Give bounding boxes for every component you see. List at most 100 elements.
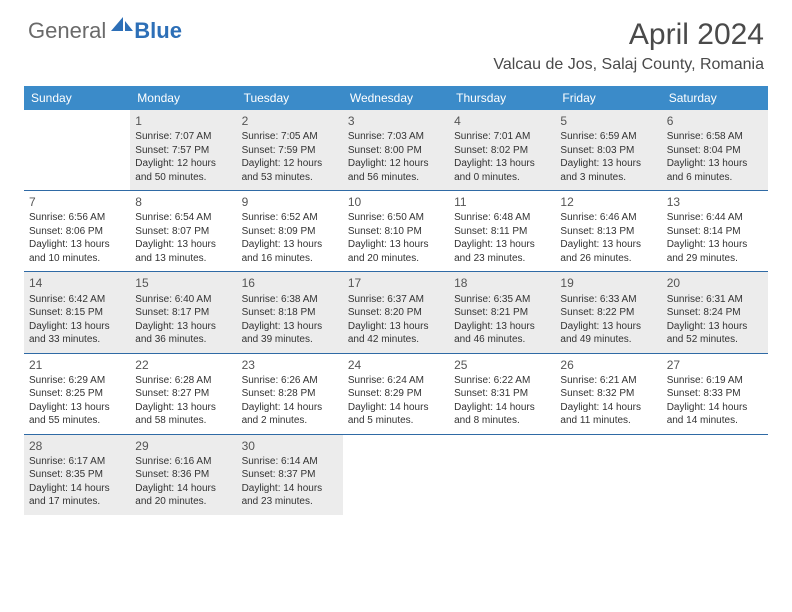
weekday-header: Saturday	[662, 86, 768, 110]
day-info-line: Daylight: 14 hours	[135, 482, 231, 496]
day-info-line: Daylight: 13 hours	[667, 238, 763, 252]
day-cell: 26Sunrise: 6:21 AMSunset: 8:32 PMDayligh…	[555, 354, 661, 434]
day-info-line: Sunrise: 6:46 AM	[560, 211, 656, 225]
title-block: April 2024 Valcau de Jos, Salaj County, …	[493, 18, 764, 74]
day-cell: 30Sunrise: 6:14 AMSunset: 8:37 PMDayligh…	[237, 435, 343, 515]
day-info-line: Sunrise: 7:05 AM	[242, 130, 338, 144]
day-number: 11	[454, 194, 550, 210]
day-number: 18	[454, 275, 550, 291]
day-info-line: and 55 minutes.	[29, 414, 125, 428]
day-info-line: and 50 minutes.	[135, 171, 231, 185]
day-info-line: Sunset: 8:20 PM	[348, 306, 444, 320]
day-info-line: and 17 minutes.	[29, 495, 125, 509]
day-info-line: and 58 minutes.	[135, 414, 231, 428]
day-info-line: and 5 minutes.	[348, 414, 444, 428]
day-cell: 13Sunrise: 6:44 AMSunset: 8:14 PMDayligh…	[662, 191, 768, 271]
day-info-line: Sunset: 8:27 PM	[135, 387, 231, 401]
day-info-line: Sunset: 8:11 PM	[454, 225, 550, 239]
day-number: 30	[242, 438, 338, 454]
day-info-line: Sunset: 8:31 PM	[454, 387, 550, 401]
day-info-line: Sunset: 8:35 PM	[29, 468, 125, 482]
day-info-line: and 11 minutes.	[560, 414, 656, 428]
day-info-line: and 16 minutes.	[242, 252, 338, 266]
day-info-line: and 56 minutes.	[348, 171, 444, 185]
day-cell	[449, 435, 555, 515]
day-info-line: Sunrise: 6:14 AM	[242, 455, 338, 469]
day-info-line: Daylight: 13 hours	[135, 401, 231, 415]
day-info-line: and 23 minutes.	[242, 495, 338, 509]
day-cell: 9Sunrise: 6:52 AMSunset: 8:09 PMDaylight…	[237, 191, 343, 271]
day-info-line: Sunrise: 6:21 AM	[560, 374, 656, 388]
day-info-line: Sunset: 8:28 PM	[242, 387, 338, 401]
day-info-line: Sunset: 8:17 PM	[135, 306, 231, 320]
logo-sail-icon	[111, 15, 133, 38]
day-info-line: and 6 minutes.	[667, 171, 763, 185]
day-info-line: and 10 minutes.	[29, 252, 125, 266]
day-info-line: Sunrise: 6:54 AM	[135, 211, 231, 225]
day-cell: 2Sunrise: 7:05 AMSunset: 7:59 PMDaylight…	[237, 110, 343, 190]
day-cell: 17Sunrise: 6:37 AMSunset: 8:20 PMDayligh…	[343, 272, 449, 352]
day-cell: 29Sunrise: 6:16 AMSunset: 8:36 PMDayligh…	[130, 435, 236, 515]
day-number: 13	[667, 194, 763, 210]
day-cell: 18Sunrise: 6:35 AMSunset: 8:21 PMDayligh…	[449, 272, 555, 352]
day-info-line: and 33 minutes.	[29, 333, 125, 347]
day-cell: 19Sunrise: 6:33 AMSunset: 8:22 PMDayligh…	[555, 272, 661, 352]
day-info-line: Daylight: 13 hours	[242, 238, 338, 252]
day-info-line: and 8 minutes.	[454, 414, 550, 428]
day-info-line: Daylight: 13 hours	[454, 157, 550, 171]
day-info-line: Daylight: 14 hours	[242, 482, 338, 496]
day-number: 15	[135, 275, 231, 291]
day-info-line: Daylight: 14 hours	[29, 482, 125, 496]
day-info-line: and 2 minutes.	[242, 414, 338, 428]
day-info-line: and 26 minutes.	[560, 252, 656, 266]
day-number: 10	[348, 194, 444, 210]
weeks-container: 1Sunrise: 7:07 AMSunset: 7:57 PMDaylight…	[24, 110, 768, 515]
day-info-line: and 20 minutes.	[348, 252, 444, 266]
day-cell: 21Sunrise: 6:29 AMSunset: 8:25 PMDayligh…	[24, 354, 130, 434]
day-number: 1	[135, 113, 231, 129]
day-info-line: Daylight: 14 hours	[667, 401, 763, 415]
day-info-line: Daylight: 13 hours	[29, 401, 125, 415]
day-info-line: Sunset: 8:02 PM	[454, 144, 550, 158]
day-info-line: Sunset: 8:04 PM	[667, 144, 763, 158]
day-info-line: and 42 minutes.	[348, 333, 444, 347]
day-cell	[555, 435, 661, 515]
weekday-header: Wednesday	[343, 86, 449, 110]
week-row: 28Sunrise: 6:17 AMSunset: 8:35 PMDayligh…	[24, 435, 768, 515]
day-info-line: Sunset: 8:22 PM	[560, 306, 656, 320]
day-cell: 23Sunrise: 6:26 AMSunset: 8:28 PMDayligh…	[237, 354, 343, 434]
day-cell	[24, 110, 130, 190]
weekday-header: Friday	[555, 86, 661, 110]
day-info-line: Daylight: 12 hours	[135, 157, 231, 171]
day-cell: 12Sunrise: 6:46 AMSunset: 8:13 PMDayligh…	[555, 191, 661, 271]
day-number: 22	[135, 357, 231, 373]
day-info-line: Sunrise: 6:19 AM	[667, 374, 763, 388]
day-info-line: and 53 minutes.	[242, 171, 338, 185]
day-number: 6	[667, 113, 763, 129]
day-info-line: Daylight: 13 hours	[348, 320, 444, 334]
day-number: 12	[560, 194, 656, 210]
day-info-line: Sunset: 8:03 PM	[560, 144, 656, 158]
day-info-line: Sunrise: 6:56 AM	[29, 211, 125, 225]
day-number: 4	[454, 113, 550, 129]
day-info-line: Sunrise: 6:50 AM	[348, 211, 444, 225]
weekday-header: Thursday	[449, 86, 555, 110]
day-info-line: Daylight: 13 hours	[29, 238, 125, 252]
day-number: 16	[242, 275, 338, 291]
day-info-line: Sunset: 8:18 PM	[242, 306, 338, 320]
day-cell: 3Sunrise: 7:03 AMSunset: 8:00 PMDaylight…	[343, 110, 449, 190]
day-info-line: Sunrise: 6:58 AM	[667, 130, 763, 144]
day-info-line: Sunrise: 6:17 AM	[29, 455, 125, 469]
day-info-line: Sunrise: 6:33 AM	[560, 293, 656, 307]
day-info-line: Daylight: 13 hours	[135, 238, 231, 252]
week-row: 7Sunrise: 6:56 AMSunset: 8:06 PMDaylight…	[24, 191, 768, 272]
day-cell: 1Sunrise: 7:07 AMSunset: 7:57 PMDaylight…	[130, 110, 236, 190]
day-number: 24	[348, 357, 444, 373]
day-number: 26	[560, 357, 656, 373]
day-number: 27	[667, 357, 763, 373]
day-info-line: Daylight: 13 hours	[667, 320, 763, 334]
day-info-line: Sunset: 8:25 PM	[29, 387, 125, 401]
day-info-line: Daylight: 13 hours	[135, 320, 231, 334]
day-cell: 10Sunrise: 6:50 AMSunset: 8:10 PMDayligh…	[343, 191, 449, 271]
day-info-line: and 14 minutes.	[667, 414, 763, 428]
